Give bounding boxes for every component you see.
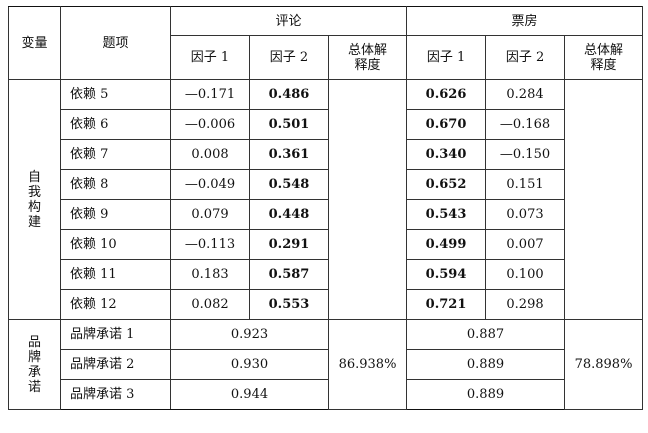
header-group-review: 评论 <box>169 6 408 36</box>
review-factor1: 0.079 <box>170 199 250 230</box>
table-row: 依赖 9 0.079 0.448 0.543 0.073 <box>9 199 643 230</box>
review-total: 86.938% <box>327 319 408 410</box>
review-factor1: —0.006 <box>170 109 250 140</box>
group-char: 品 <box>27 334 41 350</box>
box-total: 78.898% <box>564 319 644 410</box>
review-factor1: —0.113 <box>170 229 250 260</box>
header-box-total: 总体解 释度 <box>564 35 644 80</box>
review-factor2: 0.486 <box>249 79 329 110</box>
header-item: 题项 <box>60 6 171 80</box>
group-label-brand: 品 牌 承 诺 <box>8 319 61 410</box>
row-item: 依赖 12 <box>60 289 171 320</box>
row-item: 依赖 6 <box>60 109 171 140</box>
table-row: 依赖 12 0.082 0.553 0.721 0.298 <box>9 289 643 320</box>
row-item: 依赖 9 <box>60 199 171 230</box>
group-char: 构 <box>27 199 41 215</box>
table-row: 依赖 7 0.008 0.361 0.340 —0.150 <box>9 139 643 170</box>
data-table-container: 变量 题项 评论 票房 因子 1 因子 2 总体解 释度 因子 1 因子 2 总体… <box>8 6 644 410</box>
box-factor1: 0.594 <box>406 259 487 290</box>
box-brand-value: 0.887 <box>406 319 566 350</box>
review-brand-value: 0.930 <box>170 349 329 380</box>
review-factor2: 0.361 <box>249 139 329 170</box>
group-char: 建 <box>27 214 41 230</box>
box-factor2: 0.007 <box>485 229 566 260</box>
review-factor2: 0.548 <box>249 169 329 200</box>
row-item: 依赖 5 <box>60 79 171 110</box>
box-factor2: 0.100 <box>485 259 566 290</box>
box-factor2: 0.284 <box>485 79 566 110</box>
table-row: 品牌承诺 2 0.930 0.889 <box>9 349 643 380</box>
box-factor1: 0.626 <box>406 79 487 110</box>
review-factor2: 0.553 <box>249 289 329 320</box>
review-factor2: 0.291 <box>249 229 329 260</box>
table-row: 依赖 8 —0.049 0.548 0.652 0.151 <box>9 169 643 200</box>
box-factor2: 0.151 <box>485 169 566 200</box>
row-item: 品牌承诺 2 <box>60 349 171 380</box>
group-label-self: 自 我 构 建 <box>8 79 61 320</box>
review-factor2: 0.587 <box>249 259 329 290</box>
box-factor2: —0.168 <box>485 109 566 140</box>
header-box-total-line2: 释度 <box>590 57 617 73</box>
box-factor1: 0.499 <box>406 229 487 260</box>
header-review-total-line2: 释度 <box>354 57 381 73</box>
box-factor2: 0.298 <box>485 289 566 320</box>
table-row: 品牌承诺 3 0.944 0.889 <box>9 379 643 410</box>
review-factor2: 0.501 <box>249 109 329 140</box>
header-review-total: 总体解 释度 <box>327 35 408 80</box>
review-factor1: —0.171 <box>170 79 250 110</box>
header-box-factor2: 因子 2 <box>485 35 566 80</box>
box-factor2: —0.150 <box>485 139 566 170</box>
table-row: 依赖 11 0.183 0.587 0.594 0.100 <box>9 259 643 290</box>
header-review-total-line1: 总体解 <box>348 42 388 58</box>
review-brand-value: 0.944 <box>170 379 329 410</box>
table-row: 品 牌 承 诺 品牌承诺 1 0.923 86.938% 0.887 78.89… <box>8 319 644 410</box>
header-row-2: 因子 1 因子 2 总体解 释度 因子 1 因子 2 总体解 释度 <box>9 35 644 80</box>
table-row: 依赖 10 —0.113 0.291 0.499 0.007 <box>9 229 643 260</box>
header-group-box: 票房 <box>406 6 644 36</box>
box-total-empty <box>564 79 644 320</box>
header-row-1: 变量 题项 评论 票房 <box>8 6 644 80</box>
group-char: 诺 <box>27 379 41 395</box>
header-review-factor2: 因子 2 <box>249 35 329 80</box>
header-var: 变量 <box>8 6 61 80</box>
group-char: 牌 <box>27 349 41 365</box>
box-brand-value: 0.889 <box>406 379 566 410</box>
row-item: 依赖 10 <box>60 229 171 260</box>
review-factor1: 0.082 <box>170 289 250 320</box>
box-factor2: 0.073 <box>485 199 566 230</box>
review-factor2: 0.448 <box>249 199 329 230</box>
box-factor1: 0.543 <box>406 199 487 230</box>
factor-analysis-table: 变量 题项 评论 票房 因子 1 因子 2 总体解 释度 因子 1 因子 2 总体… <box>8 6 644 410</box>
group-char: 承 <box>27 364 41 380</box>
group-char: 我 <box>27 184 41 200</box>
header-review-factor1: 因子 1 <box>170 35 250 80</box>
row-item: 品牌承诺 1 <box>60 319 171 350</box>
row-item: 品牌承诺 3 <box>60 379 171 410</box>
header-box-total-line1: 总体解 <box>584 42 624 58</box>
review-factor1: —0.049 <box>170 169 250 200</box>
box-brand-value: 0.889 <box>406 349 566 380</box>
review-brand-value: 0.923 <box>170 319 329 350</box>
review-total-empty <box>327 79 408 320</box>
review-factor1: 0.183 <box>170 259 250 290</box>
table-row: 依赖 6 —0.006 0.501 0.670 —0.168 <box>9 109 643 140</box>
box-factor1: 0.721 <box>406 289 487 320</box>
box-factor1: 0.340 <box>406 139 487 170</box>
box-factor1: 0.670 <box>406 109 487 140</box>
box-factor1: 0.652 <box>406 169 487 200</box>
row-item: 依赖 11 <box>60 259 171 290</box>
header-box-factor1: 因子 1 <box>406 35 487 80</box>
review-factor1: 0.008 <box>170 139 250 170</box>
table-row: 自 我 构 建 依赖 5 —0.171 0.486 0.626 0.284 <box>8 79 644 320</box>
group-char: 自 <box>27 169 41 185</box>
row-item: 依赖 7 <box>60 139 171 170</box>
row-item: 依赖 8 <box>60 169 171 200</box>
